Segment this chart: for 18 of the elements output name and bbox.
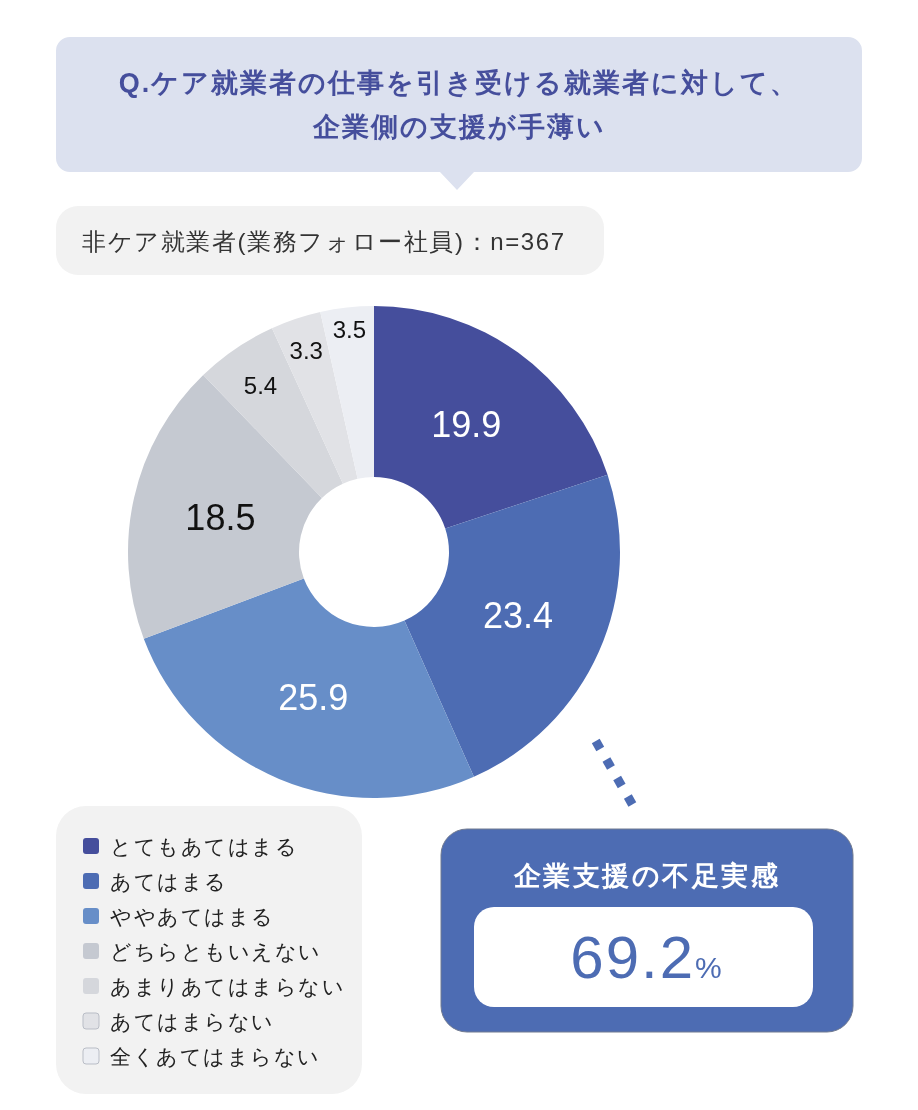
text: 69.2%	[570, 924, 724, 991]
data-label: 3.5	[332, 315, 367, 343]
legend-label: あてはまらない	[110, 1009, 275, 1033]
legend-label: あてはまる	[110, 869, 228, 893]
legend-label: どちらともいえない	[110, 939, 322, 963]
data-label: 5.4	[243, 371, 278, 399]
data-label: 18.5	[185, 496, 256, 538]
legend-label: あまりあてはまらない	[110, 974, 345, 998]
chart-subtitle: 非ケア就業者(業務フォロー社員)：n=367	[82, 228, 566, 255]
data-label: 23.4	[482, 595, 554, 637]
text: 企業支援の不足実感	[512, 861, 781, 891]
legend-label: とてもあてはまる	[110, 834, 298, 858]
data-label: 25.9	[278, 676, 349, 718]
data-label: 3.3	[289, 336, 323, 364]
legend-label: ややあてはまる	[110, 904, 275, 928]
data-label: 19.9	[431, 403, 502, 445]
chart-title: Q.ケア就業者の仕事を引き受ける就業者に対して、企業側の支援が手薄い	[117, 67, 801, 144]
legend-label: 全くあてはまらない	[110, 1044, 321, 1068]
